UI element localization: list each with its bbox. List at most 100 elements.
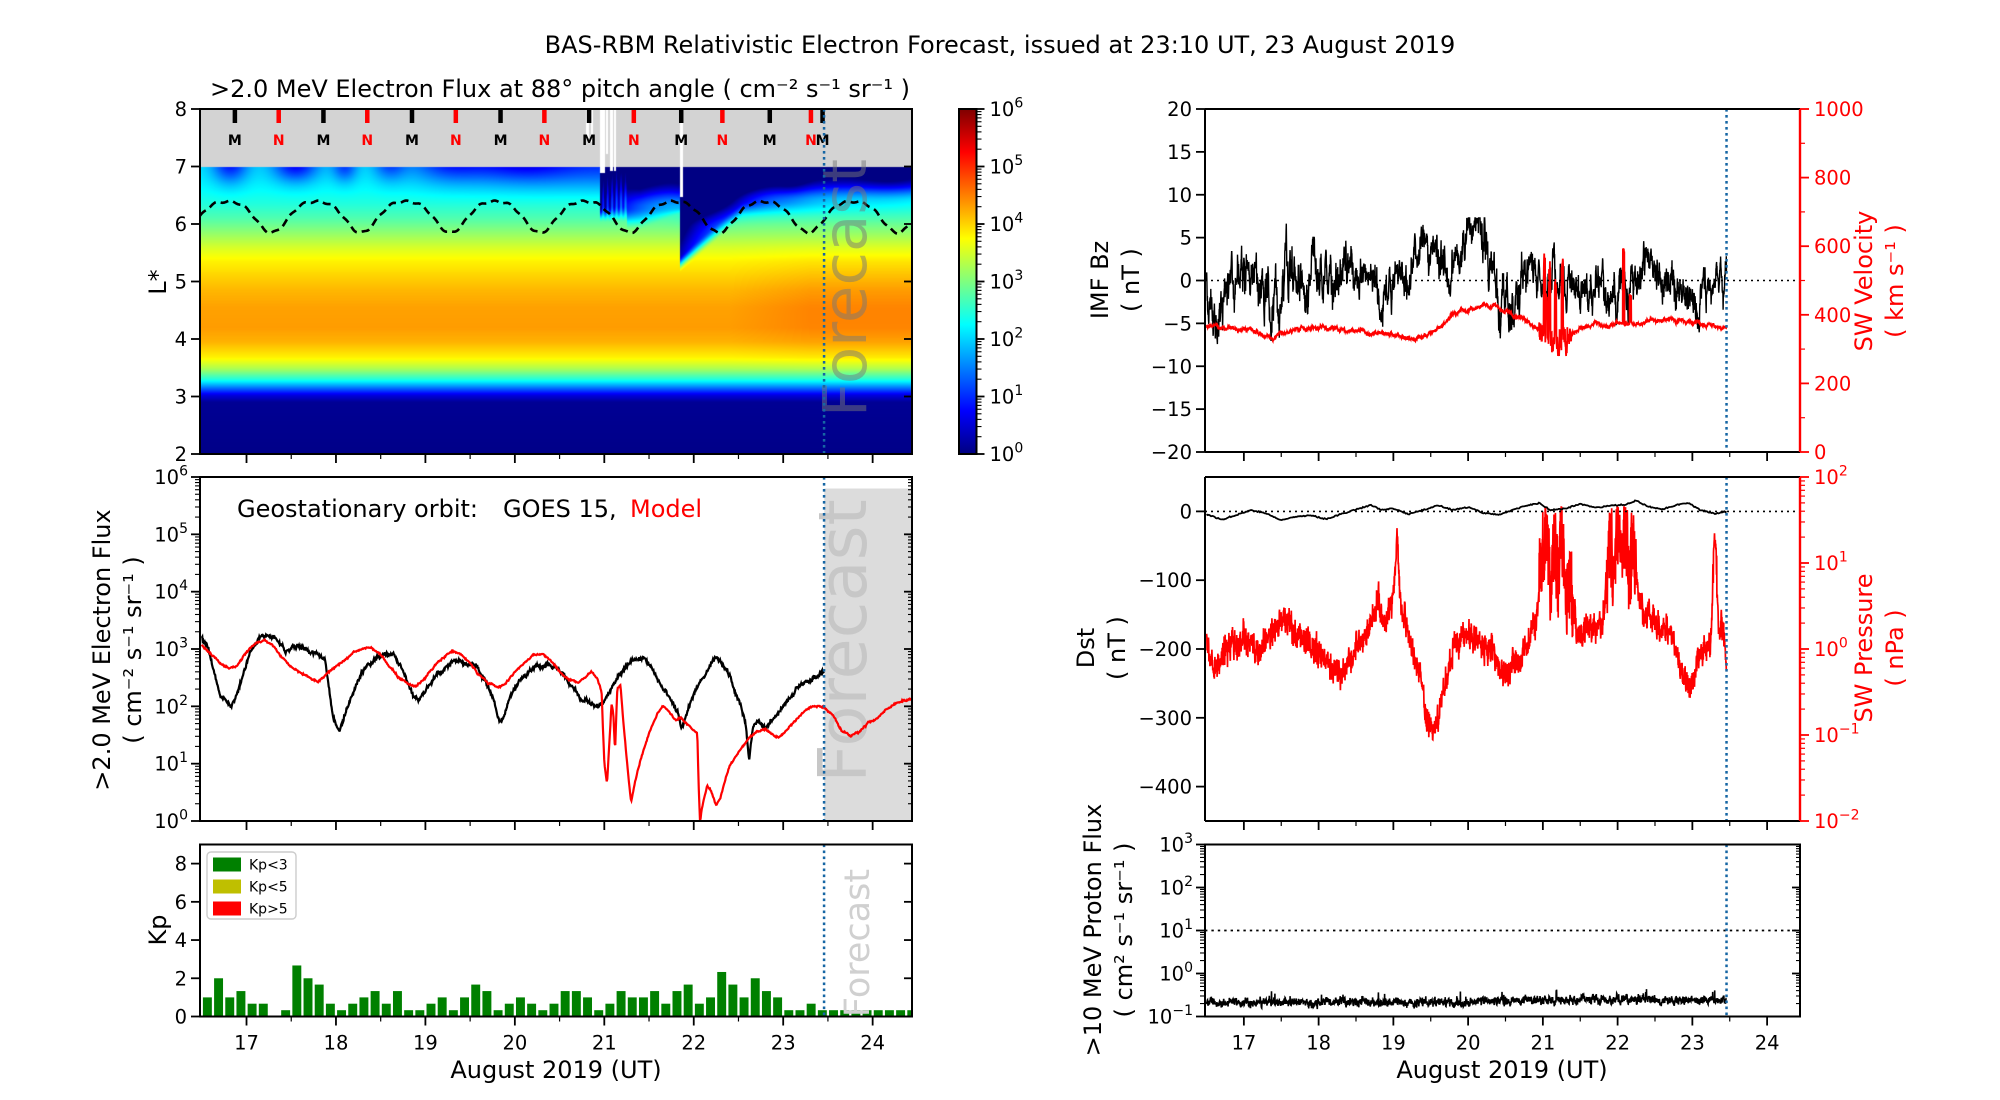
kp-bar (605, 1003, 615, 1017)
kp-bar (862, 1010, 872, 1017)
kp-legend: Kp<3 Kp<5 Kp>5 (206, 851, 297, 920)
tick-label: 6 (175, 213, 187, 236)
tick-label: 6 (175, 891, 187, 914)
kp-bar (258, 1003, 268, 1017)
kp-bar (739, 997, 749, 1017)
kp-bar (482, 991, 492, 1017)
kp-bar (404, 1010, 414, 1017)
heatmap-ylabel: L* (144, 269, 172, 294)
kp-legend-swatch-green (213, 857, 241, 872)
log-tick-label: 105 (990, 153, 1024, 179)
tick-label: 5 (175, 271, 187, 294)
panel-spine (199, 843, 913, 1018)
panel-spine (1204, 843, 1801, 1018)
kp-bar (415, 1010, 425, 1017)
tick-label: 19 (1381, 1032, 1406, 1055)
colorbar-gradient (958, 108, 978, 455)
log-tick-label: 101 (1814, 549, 1848, 575)
kp-bar (706, 997, 715, 1017)
imf-axes: 20 15 10 5 0 −5 −10 −15 −20 1000 800 600 400 200 0 (1151, 98, 1864, 464)
kp-bar (594, 1010, 604, 1017)
tick-label: 8 (175, 98, 187, 121)
tick-label: 1000 (1814, 98, 1864, 121)
log-tick-label: 100 (1814, 635, 1848, 661)
imf-bz-line (1205, 217, 1728, 345)
tick-label: 4 (175, 328, 187, 351)
tick-label: 19 (413, 1032, 438, 1055)
kp-bar (896, 1010, 906, 1017)
kp-bar (448, 1010, 458, 1017)
kp-bar (538, 1010, 548, 1017)
flux-series-model (200, 637, 912, 821)
kp-bar (337, 1010, 347, 1017)
heatmap-watermark: Forecast (810, 159, 881, 417)
electron-flux-panel: Forecast Geostationary orbit: GOES 15, M… (88, 488, 912, 821)
velocity-ylabel-line1: SW Velocity (1850, 211, 1878, 352)
tick-label: 10 (1167, 184, 1192, 207)
tick-label: 2 (175, 967, 187, 990)
tick-label: N (539, 133, 551, 149)
tick-label: 24 (1755, 1032, 1780, 1055)
proton-axes: 17 18 19 20 21 22 23 24 103 102 101 100 10−1 (1147, 831, 1801, 1055)
imf-series (1205, 217, 1728, 357)
proton-ylabel-line2: ( cm² s⁻¹ sr⁻¹ ) (1110, 843, 1138, 1018)
kp-legend-swatch-red (213, 901, 241, 916)
proton-series (1205, 989, 1727, 1011)
log-tick-label: 103 (990, 268, 1024, 294)
dst-axes: 0 −100 −200 −300 −400 102 101 100 10−1 10−2 (1138, 463, 1859, 833)
heatmap-axes: 2 3 4 5 6 7 8 (175, 98, 913, 466)
flux-annotation-prefix: Geostationary orbit: (237, 495, 478, 523)
tick-label: M (763, 133, 777, 149)
tick-label: −100 (1138, 569, 1192, 592)
kp-watermark: Forecast (838, 869, 878, 1017)
kp-bar (281, 1010, 291, 1017)
tick-label: −400 (1138, 776, 1192, 799)
kp-bar (236, 991, 246, 1017)
tick-label: 18 (1306, 1032, 1331, 1055)
kp-legend-swatch-olive (213, 879, 241, 894)
tick-label: 5 (1180, 227, 1192, 250)
flux-series (200, 632, 912, 821)
kp-bar (829, 1010, 838, 1017)
tick-label: M (674, 133, 688, 149)
kp-bar (292, 965, 302, 1017)
kp-bar (460, 997, 470, 1017)
tick-label: 20 (1167, 98, 1192, 121)
main-title: BAS-RBM Relativistic Electron Forecast, … (545, 31, 1456, 59)
dst-line (1205, 499, 1728, 522)
kp-bar (683, 984, 693, 1017)
kp-legend-label-red: Kp>5 (249, 902, 288, 918)
tick-label: −5 (1163, 312, 1192, 335)
log-tick-label: 100 (154, 807, 188, 833)
tick-label: −10 (1151, 355, 1192, 378)
tick-label: 20 (1456, 1032, 1481, 1055)
tick-label: 20 (502, 1032, 527, 1055)
kp-bars (202, 965, 912, 1017)
log-tick-label: 104 (990, 210, 1024, 236)
kp-bar (560, 991, 570, 1017)
kp-bar (851, 1010, 861, 1017)
tick-label: M (494, 133, 508, 149)
kp-bar (627, 997, 637, 1017)
proton-flux-line (1205, 989, 1727, 1011)
forecast-shaded-region (824, 488, 911, 820)
kp-bar (325, 1003, 335, 1017)
tick-label: N (450, 133, 462, 149)
kp-bar (907, 1010, 912, 1017)
tick-label: 600 (1814, 235, 1851, 258)
kp-bar (873, 1010, 883, 1017)
kp-bar (493, 1010, 503, 1017)
kp-bar (437, 997, 447, 1017)
log-tick-label: 106 (990, 95, 1024, 121)
log-tick-label: 10−1 (1814, 721, 1860, 747)
tick-label: 18 (324, 1032, 349, 1055)
tick-label: 2 (175, 443, 187, 466)
log-tick-label: 102 (1814, 463, 1848, 489)
kp-bar (202, 997, 212, 1017)
colorbar-ticks: 100 101 102 103 104 105 106 (976, 95, 1024, 466)
log-tick-label: 103 (1159, 831, 1193, 857)
tick-label: 22 (681, 1032, 706, 1055)
dst-panel: Dst ( nT ) SW Pressure ( nPa ) (1072, 499, 1909, 742)
tick-label: 15 (1167, 141, 1192, 164)
